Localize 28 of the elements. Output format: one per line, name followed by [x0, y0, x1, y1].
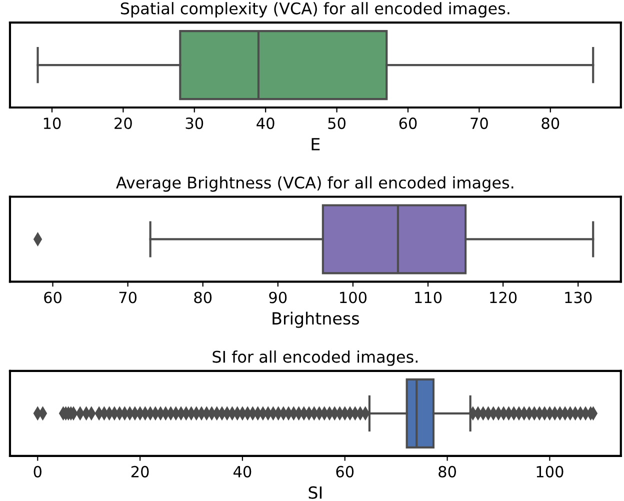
x-tick-label: 90: [269, 292, 287, 304]
x-tick-label: 20: [114, 118, 132, 130]
x-axis-title: SI: [308, 486, 322, 499]
chart-title: Average Brightness (VCA) for all encoded images.: [116, 176, 514, 192]
chart-title: Spatial complexity (VCA) for all encoded images.: [120, 2, 510, 18]
chart-title: SI for all encoded images.: [212, 350, 418, 366]
x-tick-label: 50: [328, 118, 346, 130]
x-tick-label: 130: [565, 292, 592, 304]
x-tick-label: 40: [233, 466, 252, 478]
x-tick-label: 100: [536, 466, 564, 478]
x-tick-label: 80: [542, 118, 560, 130]
x-tick-label: 30: [186, 118, 204, 130]
x-tick-label: 110: [415, 292, 442, 304]
x-tick-label: 100: [340, 292, 367, 304]
x-axis-title: E: [312, 138, 320, 150]
x-tick-label: 60: [44, 292, 62, 304]
x-tick-label: 20: [131, 466, 149, 478]
x-tick-label: 40: [256, 118, 274, 130]
x-tick-label: 0: [34, 466, 42, 478]
x-tick-label: 60: [336, 466, 354, 478]
x-tick-label: 120: [490, 292, 517, 304]
x-tick-label: 80: [194, 292, 212, 304]
x-tick-label: 80: [438, 466, 456, 478]
x-tick-label: 70: [470, 118, 488, 130]
x-tick-label: 70: [119, 292, 137, 304]
x-tick-label: 60: [399, 118, 417, 130]
x-axis-title: Brightness: [272, 312, 360, 328]
x-tick-label: 10: [44, 118, 61, 130]
